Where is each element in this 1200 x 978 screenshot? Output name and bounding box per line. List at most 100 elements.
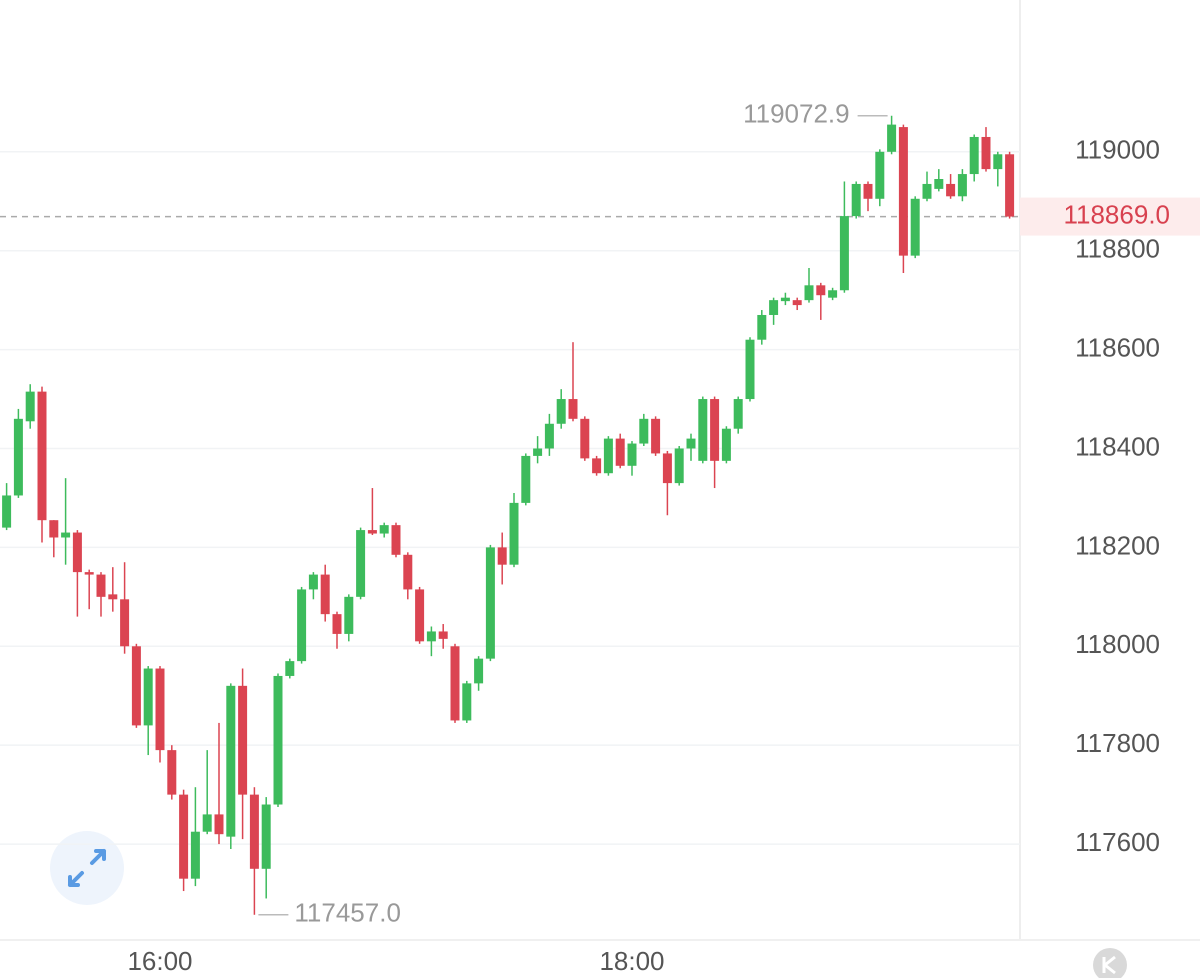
candle-body — [308, 574, 318, 590]
expand-icon[interactable] — [68, 849, 106, 887]
k-button[interactable] — [1093, 948, 1127, 978]
candle-body — [662, 453, 672, 484]
x-tick-label: 18:00 — [599, 946, 664, 976]
expand-circle[interactable] — [50, 831, 124, 905]
candle-body — [344, 596, 354, 634]
candle-body — [61, 532, 71, 538]
y-tick-label: 118600 — [1075, 332, 1160, 362]
candle-body — [533, 448, 543, 456]
candle-body — [143, 668, 153, 726]
candle-body — [320, 574, 330, 615]
candle-body — [462, 683, 472, 721]
candle-body — [934, 179, 944, 189]
candle-body — [214, 814, 224, 835]
candle-body — [438, 631, 448, 639]
candle-body — [922, 183, 932, 199]
candle-body — [2, 495, 12, 528]
candle-body — [37, 391, 47, 521]
candle-body — [733, 399, 743, 429]
candle-body — [887, 124, 897, 152]
k-icon[interactable] — [1102, 955, 1116, 975]
candle-body — [25, 391, 35, 422]
candle-body — [710, 399, 720, 461]
candle-body — [1005, 154, 1015, 217]
candle-body — [639, 418, 649, 444]
y-tick-label: 118000 — [1075, 629, 1160, 659]
candle-body — [485, 547, 495, 659]
candle-body — [993, 154, 1003, 170]
last-price-badge — [1020, 197, 1200, 236]
candle-body — [226, 685, 236, 837]
candle-body — [379, 525, 389, 534]
y-tick-label: 118800 — [1075, 234, 1160, 264]
candle-body — [544, 423, 554, 449]
candle-body — [167, 750, 177, 795]
candle-body — [981, 136, 991, 170]
candle-body — [651, 418, 661, 454]
candle-body — [202, 814, 212, 832]
candle-body — [816, 285, 826, 296]
candle-body — [285, 661, 295, 676]
candle-body — [96, 574, 106, 597]
y-tick-label: 119000 — [1075, 135, 1160, 165]
candle-body — [72, 532, 82, 573]
candle-body — [403, 554, 413, 590]
candle-body — [155, 668, 165, 751]
candle-body — [179, 794, 189, 879]
candle-body — [108, 594, 118, 600]
candle-body — [769, 300, 779, 315]
candle-body — [556, 399, 566, 424]
candle-body — [875, 151, 885, 199]
candle-body — [698, 399, 708, 461]
y-tick-label: 117800 — [1075, 728, 1160, 758]
candle-body — [297, 589, 307, 662]
last-price-label: 118869.0 — [1063, 199, 1170, 229]
candle-body — [49, 520, 59, 538]
candle-body — [957, 174, 967, 197]
candle-body — [946, 183, 956, 197]
candle-body — [273, 675, 283, 805]
candle-body — [721, 428, 731, 461]
candle-body — [780, 297, 790, 302]
candle-body — [261, 804, 271, 869]
candle-body — [627, 443, 637, 466]
candle-body — [745, 339, 755, 400]
candle-body — [84, 572, 94, 575]
candle-body — [792, 300, 802, 306]
x-tick-label: 16:00 — [127, 946, 192, 976]
candle-body — [391, 525, 401, 555]
candle-body — [131, 646, 141, 726]
candle-body — [804, 285, 814, 301]
low-label: 117457.0 — [294, 898, 401, 928]
candle-body — [415, 589, 425, 642]
candle-body — [615, 438, 625, 466]
y-tick-label: 117600 — [1075, 827, 1160, 857]
y-tick-label: 118400 — [1075, 431, 1160, 461]
candle-body — [863, 183, 873, 199]
candle-body — [474, 658, 484, 684]
candle-body — [851, 183, 861, 217]
candle-body — [356, 530, 366, 597]
candle-body — [828, 290, 838, 298]
candle-body — [757, 314, 767, 340]
candle-body — [450, 646, 460, 721]
candle-body — [910, 198, 920, 256]
expand-button[interactable] — [50, 831, 124, 905]
candle-body — [603, 438, 613, 474]
candle-body — [120, 599, 130, 647]
candle-body — [238, 685, 248, 795]
candle-body — [969, 136, 979, 175]
candle-body — [332, 614, 342, 634]
candle-body — [674, 448, 684, 484]
candle-body — [367, 530, 377, 534]
candle-body — [592, 458, 602, 474]
candle-body — [839, 216, 849, 291]
candle-body — [13, 418, 23, 496]
high-label: 119072.9 — [743, 99, 850, 129]
candle-body — [509, 502, 519, 565]
candle-body — [190, 831, 200, 879]
candle-body — [426, 631, 436, 642]
candle-body — [497, 547, 507, 565]
k-circle[interactable] — [1093, 948, 1127, 978]
